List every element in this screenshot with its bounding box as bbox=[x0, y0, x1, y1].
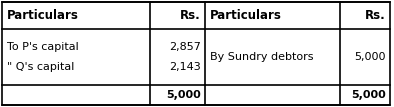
Text: Particulars: Particulars bbox=[7, 9, 79, 22]
Text: Rs.: Rs. bbox=[180, 9, 201, 22]
Text: By Sundry debtors: By Sundry debtors bbox=[210, 52, 314, 62]
Text: 2,143: 2,143 bbox=[169, 62, 201, 72]
Text: 5,000: 5,000 bbox=[351, 90, 386, 100]
Text: 5,000: 5,000 bbox=[166, 90, 201, 100]
Text: 2,857: 2,857 bbox=[169, 42, 201, 52]
Text: Rs.: Rs. bbox=[365, 9, 386, 22]
Text: 5,000: 5,000 bbox=[355, 52, 386, 62]
Text: To P's capital: To P's capital bbox=[7, 42, 79, 52]
Text: Particulars: Particulars bbox=[210, 9, 282, 22]
Text: " Q's capital: " Q's capital bbox=[7, 62, 74, 72]
